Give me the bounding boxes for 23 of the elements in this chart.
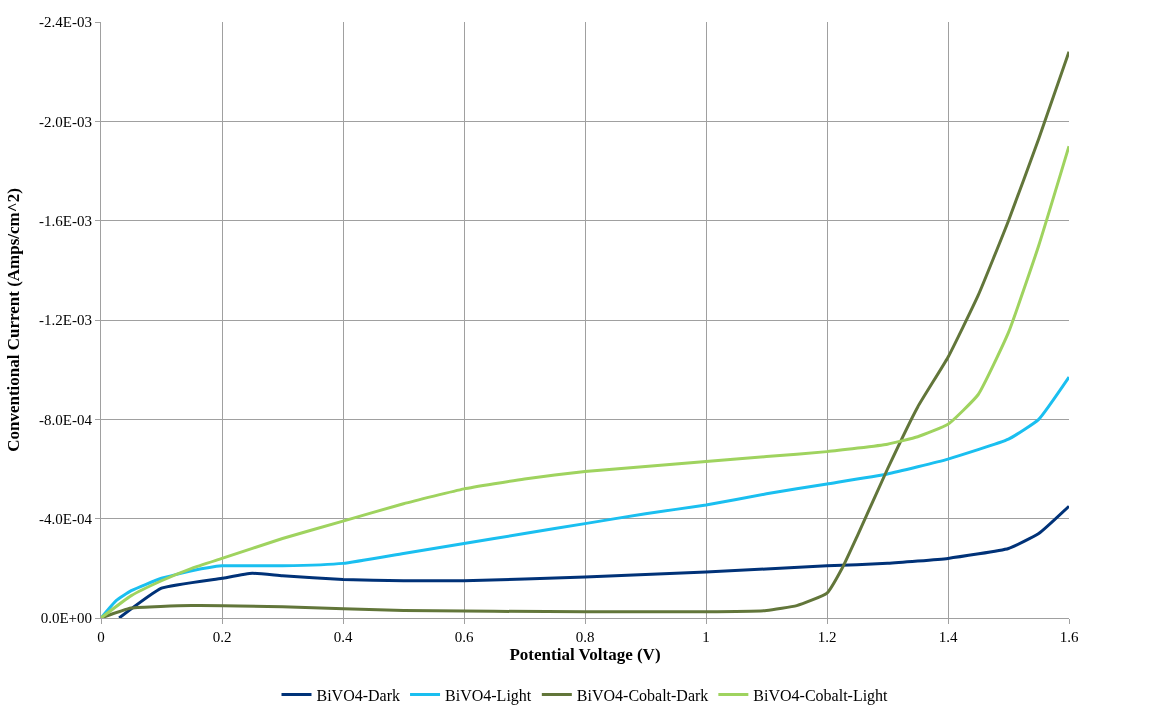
x-tick-label: 1 (702, 629, 710, 645)
line-series (117, 504, 1069, 618)
legend-label: BiVO4-Cobalt-Dark (576, 686, 709, 704)
y-tick-label: -1.6E-03 (39, 212, 92, 229)
x-tick-label: 0.6 (454, 629, 474, 645)
y-tick-label: -2.0E-03 (39, 113, 92, 130)
x-tick-label: 0.2 (212, 629, 232, 645)
x-axis-title: Potential Voltage (V) (509, 645, 661, 665)
y-tick-label: -2.4E-03 (39, 14, 92, 31)
legend-label: BiVO4-Cobalt-Light (753, 686, 889, 705)
legend-label: BiVO4-Dark (316, 686, 401, 704)
x-tick-label: 1.6 (1059, 629, 1079, 645)
x-tick-label: 0 (97, 629, 105, 645)
x-tick-label: 0.4 (333, 629, 353, 645)
y-tick-label: -1.2E-03 (39, 312, 92, 329)
legend-label: BiVO4-Light (445, 686, 532, 705)
y-tick-label: 0.0E+00 (40, 610, 92, 627)
y-tick-label: -4.0E-04 (39, 510, 93, 527)
x-tick-label: 1.2 (817, 629, 837, 645)
y-axis-title: Conventional Current (Amps/cm^2) (3, 188, 23, 452)
y-tick-label: -8.0E-04 (39, 411, 93, 428)
x-tick-label: 1.4 (938, 629, 958, 645)
x-tick-label: 0.8 (575, 629, 595, 645)
